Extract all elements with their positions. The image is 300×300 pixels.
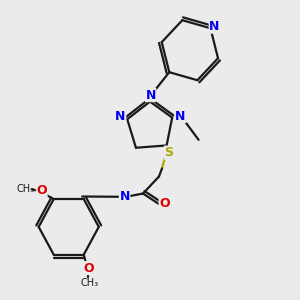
Text: N: N	[115, 110, 126, 123]
Text: N: N	[146, 88, 156, 101]
Text: S: S	[165, 146, 174, 159]
Text: O: O	[159, 197, 170, 210]
Text: O: O	[36, 184, 47, 197]
Text: H: H	[119, 192, 128, 202]
Text: CH₃: CH₃	[80, 278, 98, 288]
Text: O: O	[83, 262, 94, 275]
Text: N: N	[119, 190, 130, 203]
Text: N: N	[209, 20, 220, 33]
Text: N: N	[175, 110, 185, 123]
Text: CH₃: CH₃	[16, 184, 34, 194]
